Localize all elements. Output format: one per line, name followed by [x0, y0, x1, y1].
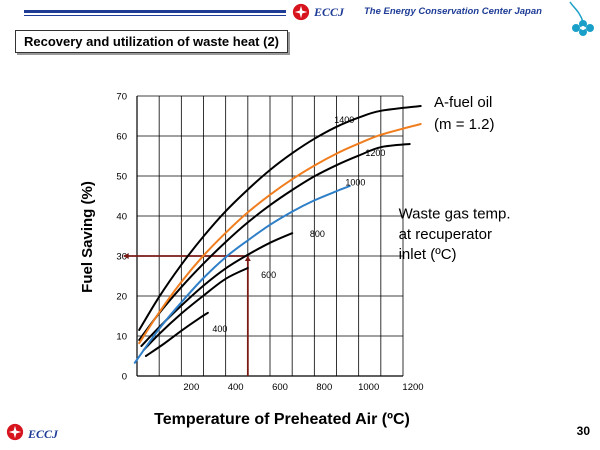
- slide-title: Recovery and utilization of waste heat (…: [15, 30, 288, 53]
- y-tick-label: 40: [116, 212, 127, 223]
- curve-label: 600: [261, 270, 276, 280]
- chart-annotation: inlet (ºC): [399, 246, 457, 263]
- reference-arrowhead: [244, 256, 251, 261]
- header-rule: [24, 10, 286, 13]
- page-number: 30: [576, 424, 590, 438]
- y-tick-label: 0: [122, 372, 127, 383]
- footer-logo-text: ECCJ: [28, 427, 59, 441]
- chart-series: [133, 105, 422, 364]
- chart-annotation: (m = 1.2): [434, 116, 494, 133]
- curve-label: 1000: [345, 178, 365, 188]
- organization-name: The Energy Conservation Center Japan: [364, 6, 542, 17]
- y-tick-label: 60: [116, 132, 127, 143]
- chart-annotation: at recuperator: [399, 226, 492, 243]
- chart-annotation: A-fuel oil: [434, 94, 492, 111]
- series-line: [133, 185, 351, 364]
- reference-arrowhead: [123, 253, 129, 259]
- x-tick-label: 200: [183, 382, 199, 393]
- series-line: [138, 143, 411, 341]
- y-tick-label: 10: [116, 332, 127, 343]
- x-tick-label: 1200: [402, 382, 423, 393]
- eccj-logo-icon: [292, 3, 310, 21]
- x-axis-label: Temperature of Preheated Air (ºC): [154, 411, 410, 428]
- series-line: [138, 105, 422, 331]
- y-tick-label: 70: [116, 92, 127, 103]
- series-line: [144, 311, 209, 357]
- footer-eccj-logo-icon: [6, 423, 24, 441]
- chart-ticks: 0 10 20 30 40 50 60 70 200 400 600 800 1000 1200: [116, 92, 423, 394]
- chart-curve-labels: 400 600 800 1000 1200 1400: [212, 115, 385, 334]
- y-tick-label: 20: [116, 292, 127, 303]
- curve-label: 400: [212, 324, 227, 334]
- y-tick-label: 50: [116, 172, 127, 183]
- x-tick-label: 800: [316, 382, 332, 393]
- x-tick-label: 1000: [358, 382, 379, 393]
- series-line: [142, 267, 249, 351]
- chart-reference-lines: [123, 253, 251, 376]
- header-rule-lower: [24, 15, 286, 16]
- x-tick-label: 600: [272, 382, 288, 393]
- curve-label: 1400: [334, 115, 354, 125]
- y-axis-label: Fuel Saving (%): [79, 181, 96, 293]
- clover-logo-icon: [569, 1, 594, 36]
- chart-annotation: Waste gas temp.: [399, 205, 511, 222]
- curve-label: 1200: [365, 148, 385, 158]
- y-tick-label: 30: [116, 252, 127, 263]
- chart-annotations: A-fuel oil (m = 1.2) Waste gas temp. at rec…: [399, 94, 511, 263]
- chart-grid: [137, 95, 404, 376]
- chart-axes: [136, 96, 403, 377]
- series-line: [138, 123, 422, 345]
- x-tick-label: 400: [228, 382, 244, 393]
- curve-label: 800: [310, 229, 325, 239]
- header-logo-text: ECCJ: [314, 5, 345, 19]
